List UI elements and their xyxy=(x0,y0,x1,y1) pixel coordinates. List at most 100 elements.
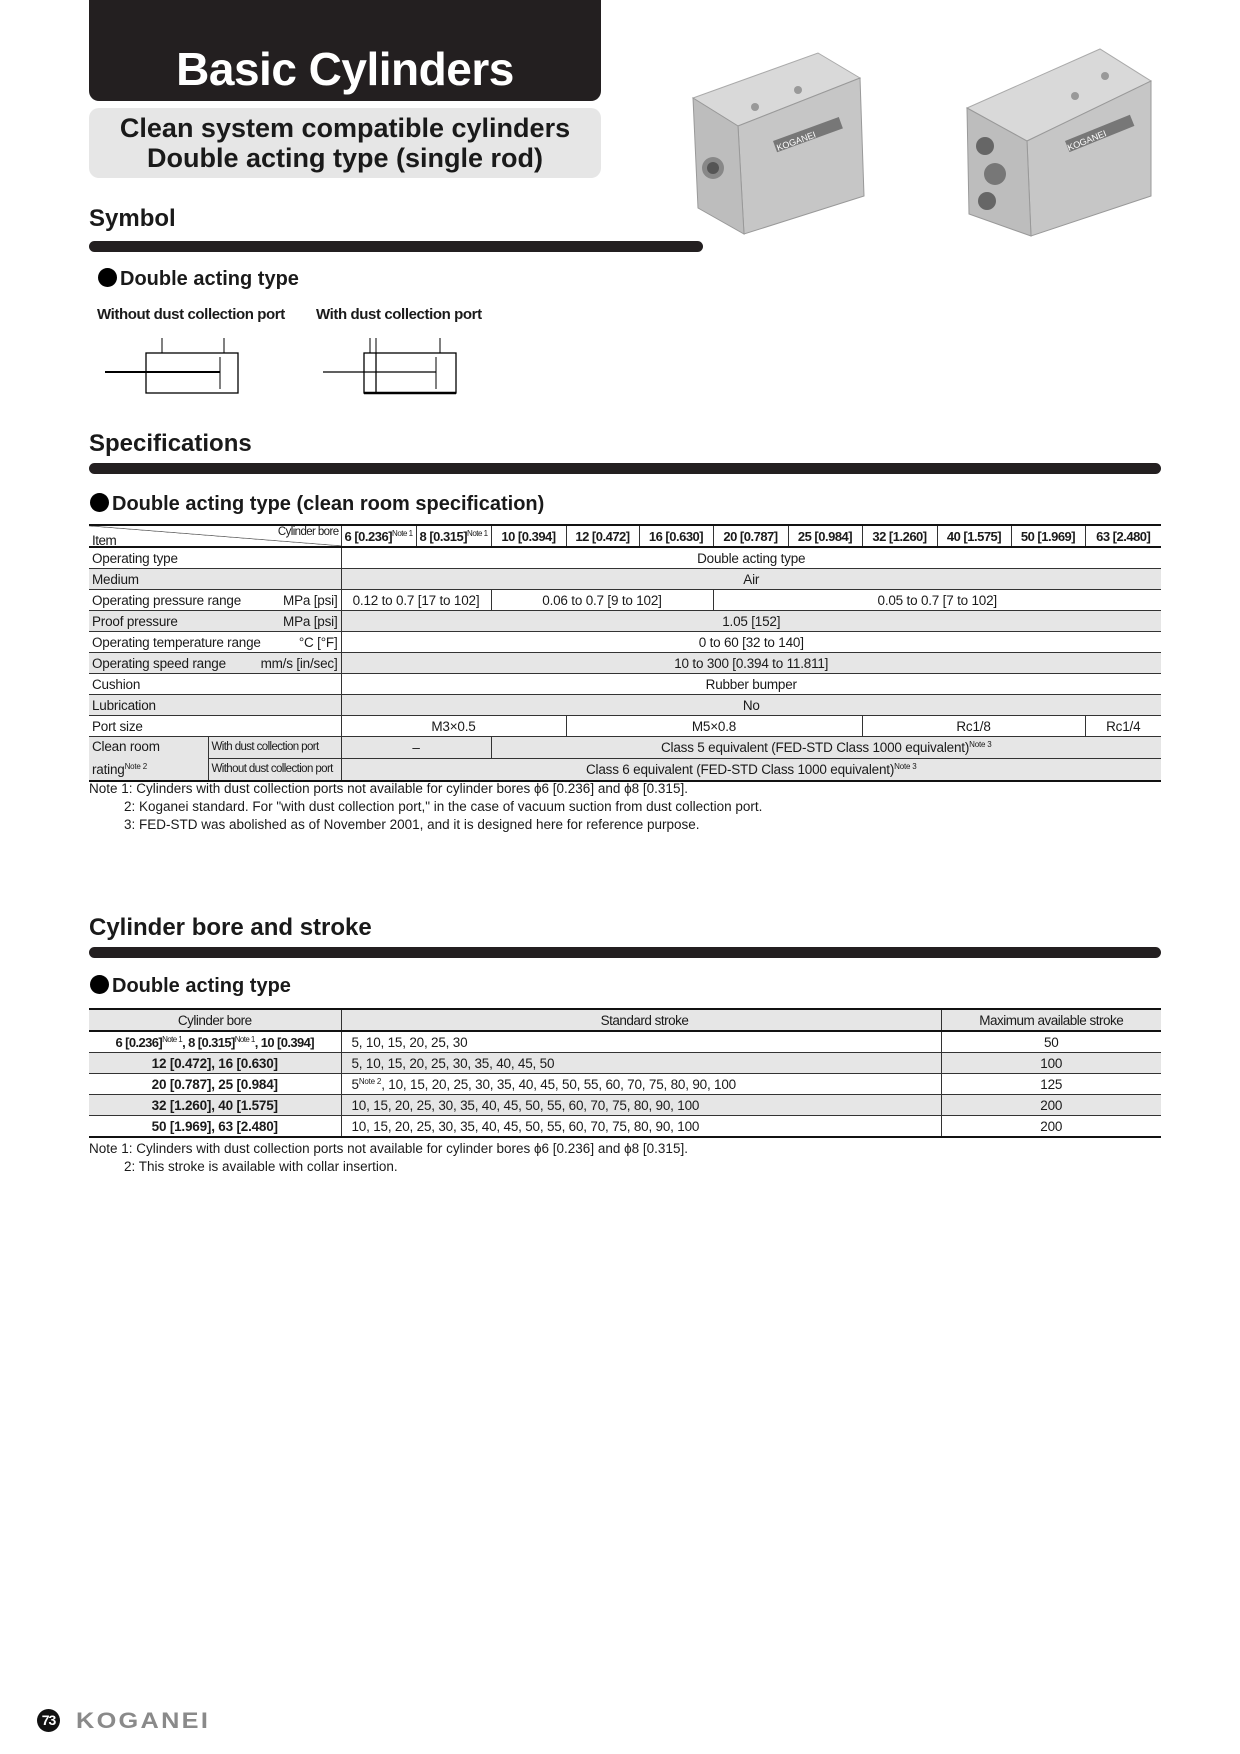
table-cell: 10, 15, 20, 25, 30, 35, 40, 45, 50, 55, … xyxy=(340,1115,942,1138)
specifications-table: Cylinder bore Item 6 [0.236]Note 1 8 [0.… xyxy=(89,524,1161,782)
table-cell: Rc1/4 xyxy=(1084,715,1161,737)
bore-header: 6 [0.236]Note 1 xyxy=(340,524,417,548)
product-photo-without-port: KOGANEI xyxy=(691,52,865,235)
table-row: 6 [0.236]Note 1, 8 [0.315]Note 1, 10 [0.… xyxy=(89,1030,1161,1053)
table-cell: Cylinder bore xyxy=(89,1008,342,1032)
table-cell: With dust collection port xyxy=(207,736,342,759)
bullet-icon xyxy=(90,493,109,512)
text: 6 [0.236] xyxy=(115,1034,163,1050)
bore-stroke-heading: Cylinder bore and stroke xyxy=(89,914,372,941)
table-row: 32 [1.260], 40 [1.575] 10, 15, 20, 25, 30… xyxy=(89,1094,1161,1116)
table-cell: Clean room ratingNote 2 xyxy=(89,736,209,782)
bullet-icon xyxy=(98,268,117,287)
table-cell: M3×0.5 xyxy=(340,715,567,737)
table-row: 50 [1.969], 63 [2.480] 10, 15, 20, 25, 30… xyxy=(89,1115,1161,1138)
note-reference: Note 3 xyxy=(969,739,992,749)
table-cell: 125 xyxy=(940,1073,1161,1095)
bore-header: 16 [0.630] xyxy=(638,524,714,548)
text: Operating temperature range xyxy=(92,634,261,650)
table-cell: Standard stroke xyxy=(340,1008,942,1032)
title-banner: Basic Cylinders xyxy=(89,0,601,101)
symbol-heading: Symbol xyxy=(89,205,176,232)
table-cell: 1.05 [152] xyxy=(340,610,1161,632)
table-cell: 50 xyxy=(940,1030,1161,1053)
brand-logo: KOGANEI xyxy=(76,1708,211,1733)
text: Proof pressure xyxy=(92,613,178,629)
table-row: 20 [0.787], 25 [0.984] 5Note 2, 10, 15, 2… xyxy=(89,1073,1161,1095)
section-bar xyxy=(89,463,1161,474)
text: Operating pressure range xyxy=(92,592,242,608)
text: Class 6 equivalent (FED-STD Class 1000 e… xyxy=(585,761,895,777)
text: ratingNote 2 xyxy=(92,757,205,779)
table-cell: 10 to 300 [0.394 to 11.811] xyxy=(340,652,1161,674)
table-row: Clean room ratingNote 2 With dust collecti… xyxy=(89,736,1161,782)
table-row: 12 [0.472], 16 [0.630] 5, 10, 15, 20, 25,… xyxy=(89,1052,1161,1074)
bore-header: 50 [1.969] xyxy=(1010,524,1086,548)
table-row: Medium Air xyxy=(89,568,1161,590)
table-row: Cushion Rubber bumper xyxy=(89,673,1161,695)
label-without-port: Without dust collection port xyxy=(97,306,285,323)
table-cell: Rc1/8 xyxy=(861,715,1086,737)
text: rating xyxy=(92,762,125,777)
table-cell: Air xyxy=(340,568,1161,590)
section-bar xyxy=(89,947,1161,958)
table-row: Port size M3×0.5 M5×0.8 Rc1/8 Rc1/4 xyxy=(89,715,1161,737)
table-cell: 6 [0.236]Note 1, 8 [0.315]Note 1, 10 [0.… xyxy=(89,1030,342,1053)
text: , 8 [0.315] xyxy=(182,1034,235,1050)
table-row: Proof pressure MPa [psi] 1.05 [152] xyxy=(89,610,1161,632)
table-cell: M5×0.8 xyxy=(565,715,863,737)
note-reference: Note 2 xyxy=(358,1076,382,1086)
text: 8 [0.315] xyxy=(419,528,468,544)
table-cell: Operating temperature range °C [°F] xyxy=(89,631,342,653)
specs-subheading: Double acting type (clean room specifica… xyxy=(90,493,544,516)
table-cell: 20 [0.787], 25 [0.984] xyxy=(89,1073,342,1095)
bullet-icon xyxy=(90,975,109,994)
table-header-row: Cylinder bore Item 6 [0.236]Note 1 8 [0.… xyxy=(89,524,1161,548)
note-reference: Note 2 xyxy=(124,762,148,771)
table-row: Operating speed range mm/s [in/sec] 10 to … xyxy=(89,652,1161,674)
note-reference: Note 3 xyxy=(894,761,917,771)
bore-header: 40 [1.575] xyxy=(936,524,1012,548)
text: Double acting type xyxy=(120,268,299,290)
table-cell: 0.05 to 0.7 [7 to 102] xyxy=(712,589,1161,611)
note-reference: Note 1 xyxy=(234,1034,256,1044)
table-cell: 0 to 60 [32 to 140] xyxy=(340,631,1161,653)
page-title: Basic Cylinders xyxy=(176,43,514,95)
note-reference: Note 1 xyxy=(467,528,488,538)
bore-header: 20 [0.787] xyxy=(712,524,789,548)
text: 2: This stroke is available with collar … xyxy=(124,1159,398,1174)
product-photo-with-port: KOGANEI xyxy=(965,48,1153,237)
text: mm/s [in/sec] xyxy=(260,655,338,671)
table-row: Operating type Double acting type xyxy=(89,546,1161,569)
table-cell: Medium xyxy=(89,568,342,590)
text: MPa [psi] xyxy=(283,592,338,608)
table-cell: Without dust collection port xyxy=(208,757,342,782)
table-header-row: Cylinder bore Standard stroke Maximum avai… xyxy=(89,1008,1161,1032)
table-row: Operating pressure range MPa [psi] 0.12 to… xyxy=(89,589,1161,611)
table-row: Without dust collection port Class 6 equi… xyxy=(89,757,1161,782)
bore-header: 12 [0.472] xyxy=(565,524,640,548)
table-cell: Double acting type xyxy=(340,546,1161,569)
table-cell: – xyxy=(340,736,492,759)
text: , 10, 15, 20, 25, 30, 35, 40, 45, 50, 55… xyxy=(381,1076,736,1092)
spec-notes: Note 1: Cylinders with dust collection p… xyxy=(89,780,762,834)
table-cell: Port size xyxy=(89,715,342,737)
bore-header: 63 [2.480] xyxy=(1084,524,1161,548)
table-cell: 32 [1.260], 40 [1.575] xyxy=(89,1094,342,1116)
bore-header: 8 [0.315]Note 1 xyxy=(415,524,492,548)
bore-header: 32 [1.260] xyxy=(861,524,938,548)
subtitle-line1: Clean system compatible cylinders xyxy=(119,113,571,143)
text: Item xyxy=(92,533,117,547)
bore-stroke-table: Cylinder bore Standard stroke Maximum avai… xyxy=(89,1008,1161,1138)
text: Operating speed range xyxy=(92,655,226,671)
table-cell: 12 [0.472], 16 [0.630] xyxy=(89,1052,342,1074)
table-cell: 100 xyxy=(940,1052,1161,1074)
table-cell: Maximum available stroke xyxy=(940,1008,1161,1032)
text: °C [°F] xyxy=(298,634,338,650)
table-cell: Proof pressure MPa [psi] xyxy=(89,610,342,632)
text: MPa [psi] xyxy=(283,613,338,629)
table-row: Lubrication No xyxy=(89,694,1161,716)
table-cell: Cushion xyxy=(89,673,342,695)
table-cell: 200 xyxy=(940,1115,1161,1138)
table-cell: No xyxy=(340,694,1161,716)
